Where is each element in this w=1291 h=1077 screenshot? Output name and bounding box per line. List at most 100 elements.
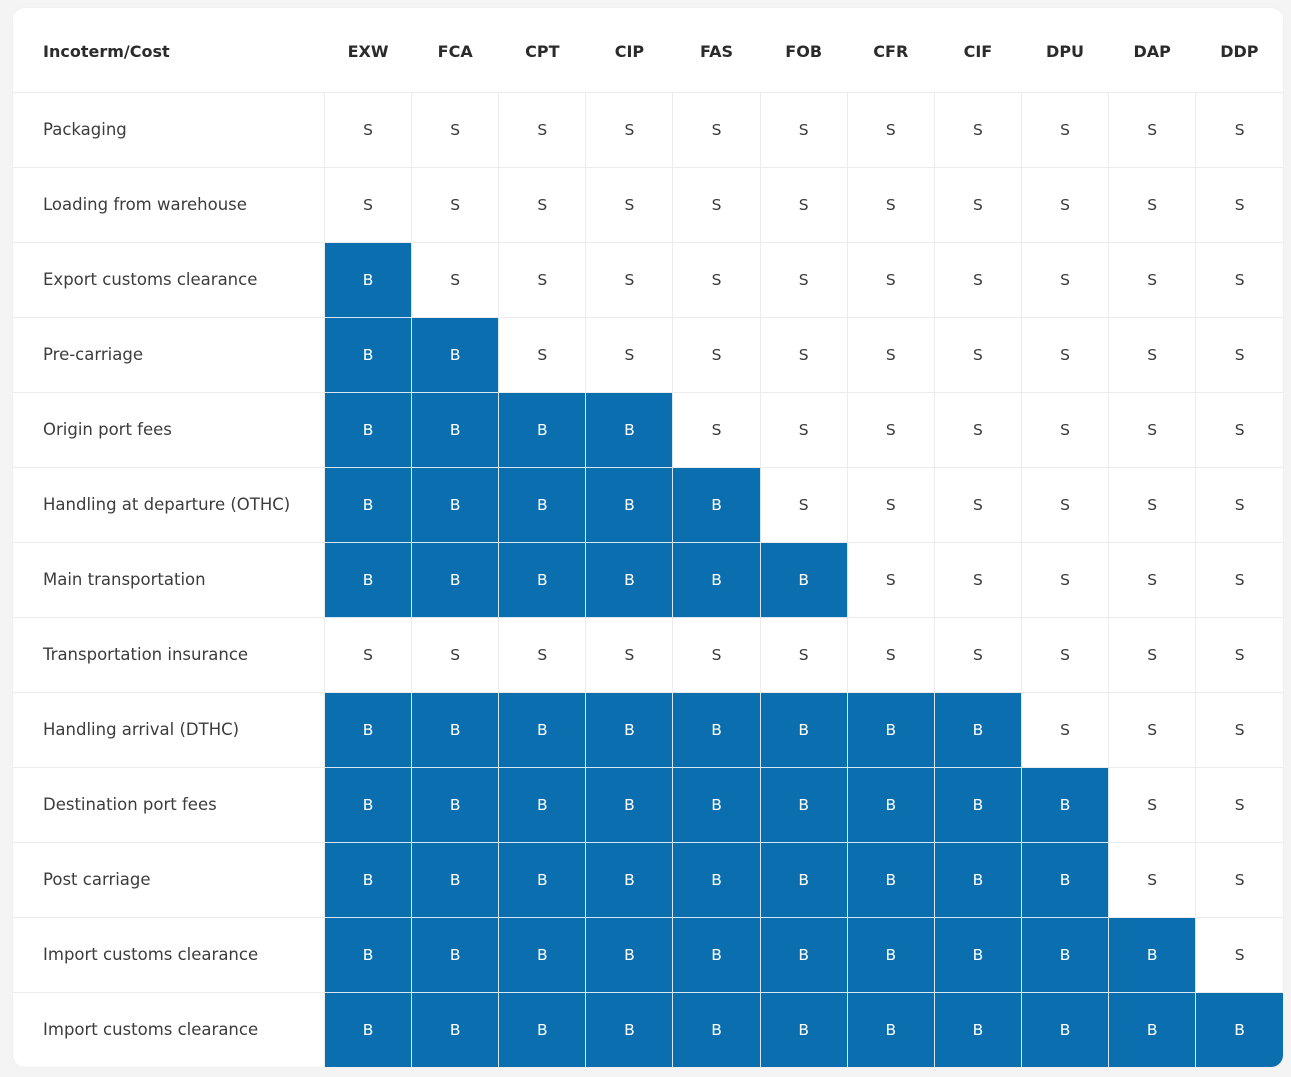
seller-cell: S [1020, 316, 1110, 393]
seller-cell: S [759, 616, 848, 693]
buyer-cell: B [759, 541, 848, 618]
seller-cell: S [1108, 466, 1197, 543]
buyer-cell: B [1020, 841, 1110, 918]
buyer-cell: B [411, 916, 500, 993]
column-header-cip: CIP [585, 8, 673, 93]
buyer-cell: B [933, 766, 1022, 843]
column-header-dpu: DPU [1021, 8, 1109, 93]
table-row: Import customs clearance B B B B B B B B B B B [13, 991, 1283, 1067]
buyer-cell: B [846, 766, 935, 843]
seller-cell: S [1195, 91, 1283, 168]
seller-cell: S [846, 316, 935, 393]
buyer-cell: B [323, 391, 413, 468]
buyer-cell: B [585, 991, 674, 1067]
seller-cell: S [1108, 391, 1197, 468]
buyer-cell: B [846, 916, 935, 993]
buyer-cell: B [933, 916, 1022, 993]
buyer-cell: B [498, 991, 587, 1067]
seller-cell: S [846, 166, 935, 243]
buyer-cell: B [411, 391, 500, 468]
seller-cell: S [323, 616, 413, 693]
seller-cell: S [846, 241, 935, 318]
buyer-cell: B [846, 691, 935, 768]
seller-cell: S [1195, 916, 1283, 993]
seller-cell: S [1108, 316, 1197, 393]
seller-cell: S [933, 316, 1022, 393]
row-label: Export customs clearance [13, 241, 325, 318]
seller-cell: S [846, 91, 935, 168]
buyer-cell: B [1108, 916, 1197, 993]
seller-cell: S [1195, 316, 1283, 393]
seller-cell: S [1020, 466, 1110, 543]
seller-cell: S [846, 391, 935, 468]
buyer-cell: B [846, 841, 935, 918]
buyer-cell: B [759, 991, 848, 1067]
seller-cell: S [411, 91, 500, 168]
column-header-ddp: DDP [1195, 8, 1283, 93]
seller-cell: S [498, 91, 587, 168]
seller-cell: S [1195, 166, 1283, 243]
seller-cell: S [759, 241, 848, 318]
seller-cell: S [1020, 166, 1110, 243]
seller-cell: S [846, 541, 935, 618]
column-header-incoterm-cost: Incoterm/Cost [13, 8, 325, 93]
table-row: Import customs clearance B B B B B B B B B B S [13, 916, 1283, 993]
buyer-cell: B [323, 466, 413, 543]
buyer-cell: B [411, 691, 500, 768]
seller-cell: S [1020, 391, 1110, 468]
seller-cell: S [411, 166, 500, 243]
seller-cell: S [1108, 616, 1197, 693]
buyer-cell: B [759, 841, 848, 918]
buyer-cell: B [672, 466, 761, 543]
row-label: Handling at departure (OTHC) [13, 466, 325, 543]
buyer-cell: B [672, 841, 761, 918]
row-label: Destination port fees [13, 766, 325, 843]
buyer-cell: B [411, 316, 500, 393]
seller-cell: S [1020, 616, 1110, 693]
buyer-cell: B [585, 391, 674, 468]
seller-cell: S [1108, 841, 1197, 918]
column-header-fas: FAS [672, 8, 761, 93]
buyer-cell: B [1020, 766, 1110, 843]
buyer-cell: B [498, 466, 587, 543]
seller-cell: S [672, 241, 761, 318]
buyer-cell: B [323, 841, 413, 918]
seller-cell: S [323, 166, 413, 243]
buyer-cell: B [323, 916, 413, 993]
seller-cell: S [759, 316, 848, 393]
row-label: Pre-carriage [13, 316, 325, 393]
buyer-cell: B [759, 916, 848, 993]
seller-cell: S [846, 466, 935, 543]
buyer-cell: B [585, 841, 674, 918]
table-row: Origin port fees B B B B S S S S S S S [13, 391, 1283, 468]
row-label: Import customs clearance [13, 916, 325, 993]
seller-cell: S [759, 166, 848, 243]
buyer-cell: B [933, 841, 1022, 918]
buyer-cell: B [498, 841, 587, 918]
table-row: Pre-carriage B B S S S S S S S S S [13, 316, 1283, 393]
table-row: Handling arrival (DTHC) B B B B B B B B S S S [13, 691, 1283, 768]
seller-cell: S [672, 616, 761, 693]
seller-cell: S [1195, 391, 1283, 468]
seller-cell: S [411, 241, 500, 318]
seller-cell: S [1195, 616, 1283, 693]
seller-cell: S [1108, 91, 1197, 168]
buyer-cell: B [933, 691, 1022, 768]
row-label: Main transportation [13, 541, 325, 618]
seller-cell: S [1195, 691, 1283, 768]
seller-cell: S [585, 241, 674, 318]
seller-cell: S [933, 616, 1022, 693]
seller-cell: S [1020, 541, 1110, 618]
seller-cell: S [498, 616, 587, 693]
column-header-fca: FCA [411, 8, 499, 93]
row-label: Loading from warehouse [13, 166, 325, 243]
buyer-cell: B [585, 466, 674, 543]
seller-cell: S [1020, 241, 1110, 318]
buyer-cell: B [411, 466, 500, 543]
seller-cell: S [933, 241, 1022, 318]
seller-cell: S [672, 166, 761, 243]
buyer-cell: B [585, 766, 674, 843]
seller-cell: S [498, 241, 587, 318]
table-row: Post carriage B B B B B B B B B S S [13, 841, 1283, 918]
table-row: Packaging S S S S S S S S S S S [13, 91, 1283, 168]
